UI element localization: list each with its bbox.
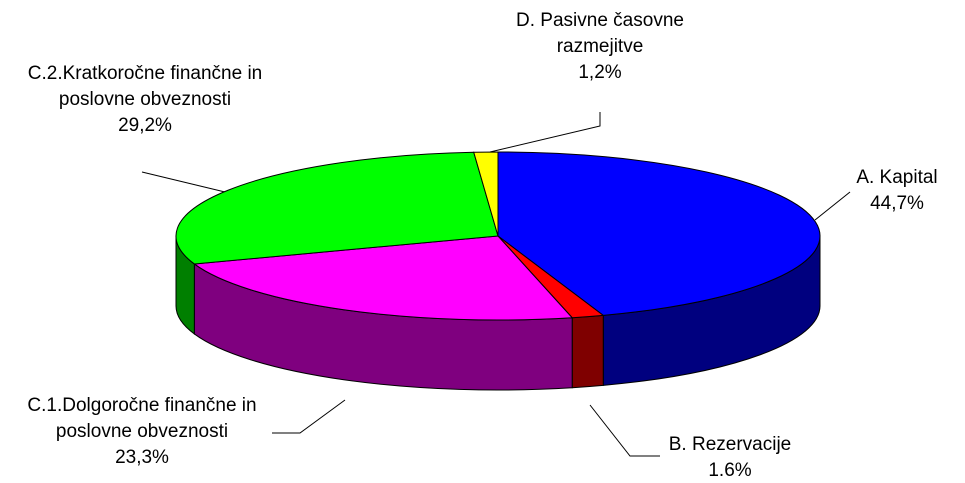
slice (497, 151, 821, 316)
slice (193, 235, 574, 321)
value-label: 1.6% (708, 460, 752, 481)
leader-line (589, 404, 660, 457)
category-label: C.1.Dolgoročne finančne in poslovne obve… (27, 395, 257, 442)
slice-label: C.1.Dolgoročne finančne in poslovne obve… (5, 393, 280, 471)
leader-line (489, 112, 601, 153)
category-label: D. Pasivne časovne razmejitve (516, 10, 684, 57)
slice (175, 151, 499, 265)
slice-label: D. Pasivne časovne razmejitve 1,2% (490, 8, 710, 86)
leader-line (141, 171, 226, 193)
category-label: C.2.Kratkoročne finančne in poslovne obv… (27, 63, 263, 110)
slice-tops (175, 151, 821, 321)
leader-line (814, 191, 851, 221)
category-label: A. Kapital (856, 167, 938, 188)
slice (473, 151, 499, 237)
slice-side (571, 314, 604, 389)
value-label: 1,2% (578, 62, 622, 83)
value-label: 23,3% (115, 447, 169, 468)
value-label: 44,7% (870, 193, 924, 214)
value-label: 29,2% (118, 115, 172, 136)
slice-label: B. Rezervacije 1.6% (650, 432, 810, 483)
leader-line (272, 399, 346, 434)
slice-label: C.2.Kratkoročne finančne in poslovne obv… (3, 61, 288, 139)
category-label: B. Rezervacije (668, 434, 792, 455)
slice-label: A. Kapital 44,7% (832, 165, 962, 217)
